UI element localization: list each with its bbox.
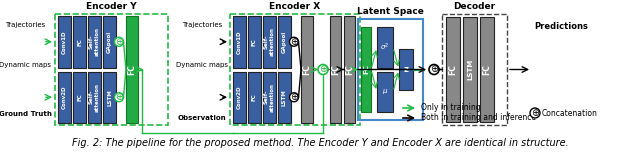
- Circle shape: [318, 64, 328, 74]
- Text: Ground Truth: Ground Truth: [0, 111, 51, 117]
- Text: Both in training and inference: Both in training and inference: [421, 114, 536, 123]
- Text: $\mu$: $\mu$: [382, 87, 388, 96]
- Text: Predictions: Predictions: [534, 22, 588, 31]
- Bar: [377, 71, 393, 112]
- Text: LSTM: LSTM: [107, 89, 112, 106]
- Text: ⊕: ⊕: [430, 64, 438, 74]
- Circle shape: [429, 64, 439, 74]
- Bar: [463, 17, 477, 122]
- Circle shape: [289, 37, 298, 46]
- Text: Self-
attention: Self- attention: [264, 27, 275, 56]
- Bar: [88, 71, 101, 123]
- Bar: [103, 16, 116, 67]
- Text: Conv1D: Conv1D: [62, 30, 67, 54]
- Text: Self-
attention: Self- attention: [264, 83, 275, 112]
- Bar: [278, 16, 291, 67]
- Bar: [58, 71, 71, 123]
- Bar: [358, 19, 423, 120]
- Text: ⊕: ⊕: [115, 92, 123, 102]
- Circle shape: [115, 93, 124, 102]
- Circle shape: [530, 108, 540, 118]
- Text: ⊕: ⊕: [115, 37, 123, 47]
- Circle shape: [115, 37, 124, 46]
- Text: FC: FC: [345, 64, 354, 75]
- Text: Encoder Y: Encoder Y: [86, 2, 137, 11]
- Text: Conv2D: Conv2D: [62, 85, 67, 109]
- Text: Concatenation: Concatenation: [542, 109, 598, 117]
- Text: $\sigma^2$: $\sigma^2$: [380, 42, 390, 53]
- Bar: [301, 16, 313, 123]
- Bar: [278, 71, 291, 123]
- Text: FC: FC: [363, 65, 369, 74]
- Text: FC: FC: [331, 64, 340, 75]
- Bar: [126, 16, 138, 123]
- Text: Encoder X: Encoder X: [269, 2, 321, 11]
- Bar: [233, 71, 246, 123]
- Text: GApool: GApool: [107, 31, 112, 53]
- Text: Only in training: Only in training: [421, 104, 481, 112]
- Circle shape: [289, 93, 298, 102]
- Text: ⊕: ⊕: [319, 64, 327, 74]
- Text: Observation: Observation: [178, 115, 227, 121]
- Text: Dynamic maps: Dynamic maps: [0, 62, 51, 67]
- Bar: [480, 17, 494, 122]
- Bar: [330, 16, 341, 123]
- Text: FC: FC: [127, 64, 136, 75]
- Bar: [88, 16, 101, 67]
- Text: FC: FC: [303, 64, 312, 75]
- Text: FC: FC: [252, 93, 257, 101]
- Bar: [73, 71, 86, 123]
- Text: FC: FC: [77, 38, 82, 46]
- Text: Conv1D: Conv1D: [237, 30, 242, 54]
- Bar: [399, 49, 413, 90]
- Text: ⊕: ⊕: [531, 108, 539, 118]
- Text: GApool: GApool: [282, 31, 287, 53]
- Text: FC: FC: [483, 64, 492, 75]
- Text: Self-
attention: Self- attention: [89, 27, 100, 56]
- Bar: [263, 16, 276, 67]
- Bar: [361, 27, 371, 112]
- Text: ⊕: ⊕: [290, 92, 298, 102]
- Text: Self-
attention: Self- attention: [89, 83, 100, 112]
- Bar: [263, 71, 276, 123]
- Text: Decoder: Decoder: [453, 2, 495, 11]
- Text: Dynamic maps: Dynamic maps: [176, 62, 228, 67]
- Bar: [233, 16, 246, 67]
- Text: ⊕: ⊕: [290, 37, 298, 47]
- Text: FC: FC: [252, 38, 257, 46]
- Bar: [73, 16, 86, 67]
- Text: Trajectories: Trajectories: [5, 22, 45, 28]
- Bar: [248, 16, 261, 67]
- Text: FC: FC: [449, 64, 458, 75]
- Bar: [58, 16, 71, 67]
- Bar: [446, 17, 460, 122]
- Text: LSTM: LSTM: [282, 89, 287, 106]
- Text: z: z: [404, 65, 408, 74]
- Text: LSTM: LSTM: [467, 59, 473, 80]
- Text: Conv2D: Conv2D: [237, 85, 242, 109]
- Bar: [103, 71, 116, 123]
- Text: Trajectories: Trajectories: [182, 22, 222, 28]
- Bar: [248, 71, 261, 123]
- Text: Latent Space: Latent Space: [357, 7, 424, 16]
- Text: Fig. 2: The pipeline for the proposed method. The Encoder Y and Encoder X are id: Fig. 2: The pipeline for the proposed me…: [72, 138, 568, 148]
- Bar: [344, 16, 355, 123]
- Bar: [377, 27, 393, 67]
- Text: FC: FC: [77, 93, 82, 101]
